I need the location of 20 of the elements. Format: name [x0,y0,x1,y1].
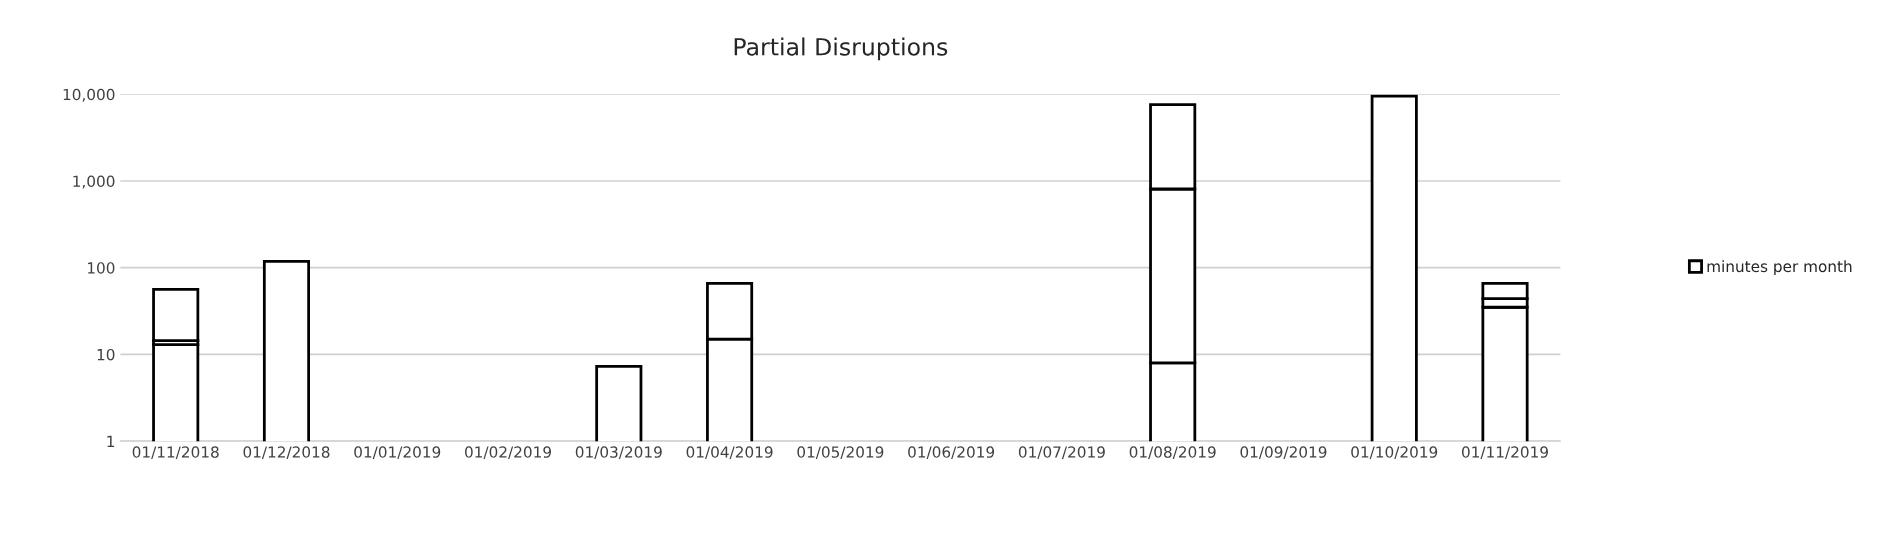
x-tick-label: 01/04/2019 [686,446,773,460]
x-tick-label: 01/05/2019 [797,446,884,460]
x-tick-label: 01/07/2019 [1018,446,1105,460]
y-tick-label: 10,000 [63,88,115,102]
y-tick-label: 100 [87,262,115,274]
x-tick-label: 01/08/2019 [1129,446,1216,460]
x-tick-label: 01/11/2019 [1461,446,1548,460]
x-tick-label: 01/11/2018 [132,446,219,460]
x-tick-label: 01/12/2018 [243,446,330,460]
chart-title: Partial Disruptions [734,37,948,61]
x-tick-label: 01/02/2019 [465,446,551,460]
legend-label: minutes per month [1707,260,1852,276]
y-tick-label: 10 [97,348,115,361]
y-tick-label: 1,000 [73,175,115,189]
y-tick-label: 1 [107,435,115,447]
x-tick-label: 01/01/2019 [354,446,441,460]
x-tick-label: 01/06/2019 [908,446,995,460]
x-tick-label: 01/10/2019 [1351,446,1438,460]
x-tick-label: 01/03/2019 [575,446,662,460]
x-tick-label: 01/09/2019 [1240,446,1327,460]
